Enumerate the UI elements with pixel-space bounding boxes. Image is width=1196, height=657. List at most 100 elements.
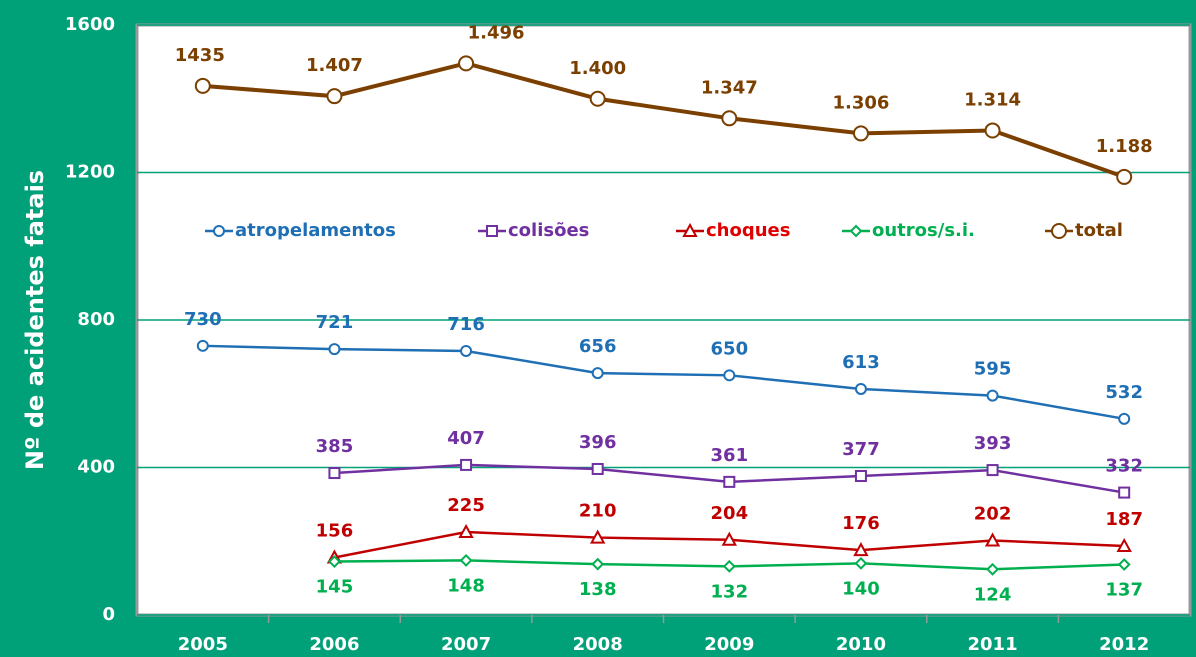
- y-tick-label: 1600: [65, 14, 115, 35]
- data-label: 393: [974, 433, 1012, 454]
- x-tick-label: 2006: [309, 634, 359, 655]
- marker: [591, 367, 604, 380]
- data-label: 1.188: [1096, 136, 1153, 157]
- data-label: 1.407: [306, 55, 363, 76]
- marker: [213, 225, 225, 237]
- data-label: 650: [711, 338, 749, 359]
- marker: [1118, 412, 1131, 425]
- data-label: 148: [447, 575, 485, 596]
- marker: [722, 559, 736, 573]
- marker: [849, 224, 863, 238]
- marker: [723, 369, 736, 382]
- marker: [460, 344, 473, 357]
- marker: [590, 529, 606, 544]
- marker: [459, 554, 473, 567]
- legend-label: total: [1075, 220, 1123, 241]
- y-tick-label: 400: [77, 457, 115, 478]
- marker: [986, 389, 999, 402]
- data-label: 1.400: [569, 58, 626, 79]
- marker: [458, 55, 475, 72]
- marker: [460, 458, 473, 471]
- data-label: 385: [316, 436, 354, 457]
- data-label: 124: [974, 584, 1012, 605]
- marker: [328, 555, 341, 568]
- data-label: 595: [974, 359, 1012, 380]
- marker: [852, 125, 869, 142]
- marker: [196, 339, 209, 352]
- y-tick-label: 1200: [65, 162, 115, 183]
- data-label: 716: [447, 314, 485, 335]
- data-label: 140: [842, 578, 880, 599]
- data-label: 730: [184, 309, 222, 330]
- data-label: 187: [1105, 509, 1143, 530]
- series-line: [202, 344, 1125, 421]
- data-label: 532: [1105, 382, 1143, 403]
- x-tick-label: 2008: [573, 634, 623, 655]
- marker: [589, 90, 606, 107]
- x-tick-label: 2010: [836, 634, 886, 655]
- x-tick-label: 2011: [968, 634, 1018, 655]
- data-label: 202: [974, 504, 1012, 525]
- data-label: 332: [1105, 456, 1143, 477]
- data-label: 396: [579, 432, 617, 453]
- data-label: 613: [842, 352, 880, 373]
- data-label: 176: [842, 513, 880, 534]
- legend-label: colisões: [508, 220, 589, 241]
- legend-label: choques: [706, 220, 790, 241]
- data-label: 204: [711, 503, 749, 524]
- y-tick-label: 0: [102, 604, 115, 625]
- marker: [591, 462, 604, 475]
- data-label: 138: [579, 579, 617, 600]
- marker: [1116, 168, 1133, 185]
- series-line: [202, 61, 1125, 179]
- marker: [721, 531, 737, 546]
- data-label: 656: [579, 336, 617, 357]
- marker: [328, 467, 341, 480]
- y-tick-label: 800: [77, 309, 115, 330]
- data-label: 1.347: [701, 77, 758, 98]
- data-label: 132: [711, 581, 749, 602]
- marker: [1118, 486, 1131, 499]
- marker: [328, 343, 341, 356]
- data-label: 377: [842, 439, 880, 460]
- marker: [854, 469, 867, 482]
- data-label: 361: [711, 445, 749, 466]
- data-label: 137: [1105, 579, 1143, 600]
- marker: [458, 523, 474, 539]
- data-label: 1435: [175, 45, 225, 66]
- x-tick-label: 2005: [178, 634, 228, 655]
- marker: [591, 557, 605, 571]
- marker: [194, 77, 211, 94]
- marker: [723, 475, 736, 488]
- marker: [853, 542, 869, 557]
- data-label: 1.496: [468, 22, 525, 43]
- data-label: 210: [579, 501, 617, 522]
- marker: [1117, 558, 1131, 571]
- data-label: 145: [316, 577, 354, 598]
- marker: [984, 532, 1001, 547]
- y-axis-label: Nº de acidentes fatais: [21, 170, 49, 470]
- marker: [986, 562, 999, 576]
- marker: [1116, 537, 1132, 553]
- marker: [984, 122, 1001, 139]
- x-tick-label: 2009: [704, 634, 754, 655]
- data-label: 1.306: [832, 92, 889, 113]
- data-label: 407: [447, 428, 485, 449]
- data-label: 156: [316, 520, 354, 541]
- data-label: 721: [316, 312, 354, 333]
- marker: [486, 225, 498, 237]
- marker: [721, 110, 738, 127]
- marker: [854, 556, 868, 570]
- marker: [986, 464, 999, 477]
- marker: [854, 382, 867, 395]
- marker: [682, 222, 698, 237]
- data-label: 1.314: [964, 89, 1021, 110]
- legend-label: atropelamentos: [235, 220, 396, 241]
- marker: [326, 88, 343, 105]
- data-label: 225: [447, 495, 485, 516]
- marker: [1051, 223, 1067, 239]
- x-tick-label: 2012: [1099, 634, 1149, 655]
- legend-label: outros/s.i.: [872, 220, 975, 241]
- x-tick-label: 2007: [441, 634, 491, 655]
